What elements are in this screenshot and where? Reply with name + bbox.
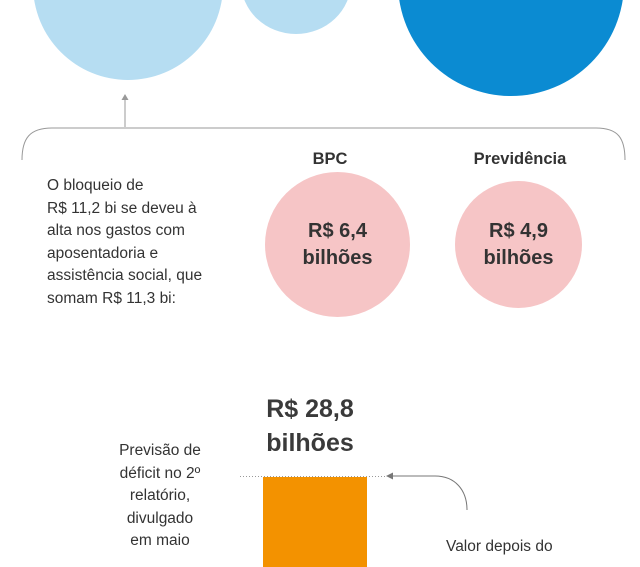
intro-line: R$ 11,2 bi se deveu à — [47, 199, 197, 217]
deficit-note-line: relatório, — [129, 487, 191, 505]
bpc-value: R$ 6,4 — [308, 219, 367, 242]
up-arrow-head — [121, 94, 129, 100]
intro-line: O bloqueio de — [47, 177, 144, 194]
bpc-value-circle: R$ 6,4 bilhões — [265, 172, 410, 317]
intro-line: aposentadoria e — [47, 244, 159, 262]
previdencia-unit: bilhões — [483, 246, 554, 269]
previdencia-value: R$ 4,9 — [489, 219, 548, 242]
deficit-note: Previsão de déficit no 2º relatório, div… — [100, 440, 220, 553]
deficit-note-line: em maio — [130, 532, 190, 550]
previdencia-label: Previdência — [473, 150, 567, 168]
bpc-unit: bilhões — [302, 246, 373, 269]
deficit-note-line: divulgado — [126, 509, 194, 527]
deficit-note-line: déficit no 2º — [119, 464, 201, 482]
deficit-note-line: Previsão de — [119, 442, 201, 459]
deficit-bar — [263, 477, 367, 567]
right-arrow-curve — [392, 475, 468, 511]
intro-line: assistência social, que — [47, 267, 203, 285]
intro-text: O bloqueio de R$ 11,2 bi se deveu à alta… — [47, 175, 257, 311]
right-arrow-head — [386, 472, 393, 480]
previdencia-value-circle: R$ 4,9 bilhões — [455, 181, 582, 308]
deficit-value-number: R$ 28,8 — [266, 395, 354, 423]
intro-line: somam R$ 11,3 bi: — [47, 289, 176, 307]
bpc-label: BPC — [312, 150, 348, 168]
intro-line: alta nos gastos com — [47, 222, 185, 240]
deficit-value-unit: bilhões — [266, 429, 354, 457]
deficit-value: R$ 28,8 bilhões — [240, 392, 380, 460]
bracket — [21, 127, 626, 161]
after-value-note: Valor depois do — [446, 538, 553, 555]
